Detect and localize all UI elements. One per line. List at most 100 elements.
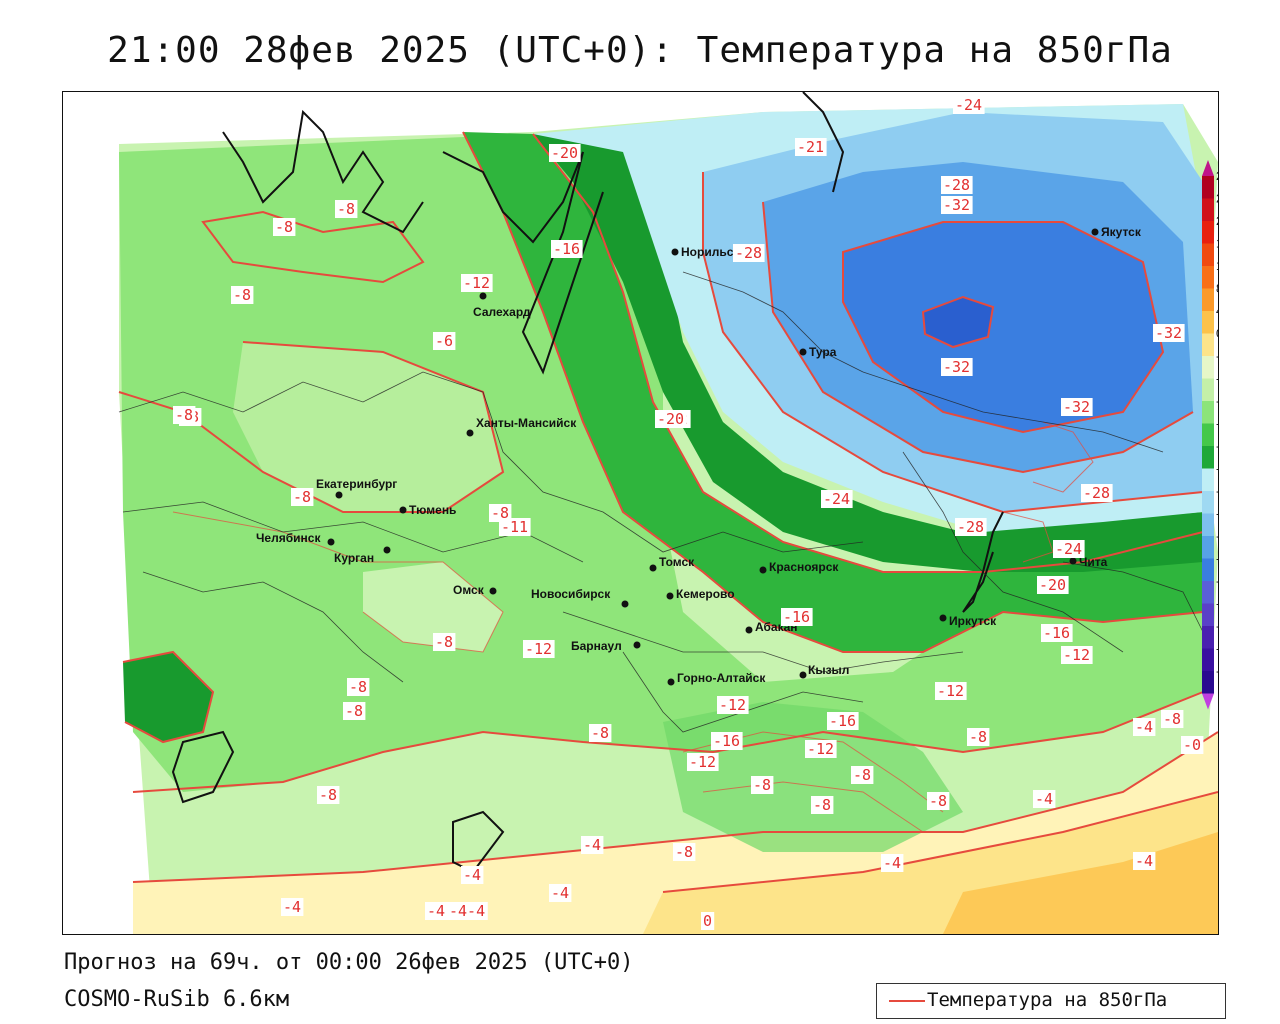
city-marker-kyzyl <box>799 671 807 679</box>
isotherm-label-bg <box>231 286 254 304</box>
isotherm-label: -8 <box>319 786 337 804</box>
model-name: COSMO-RuSib 6.6км <box>64 987 290 1012</box>
city-marker-norilsk <box>671 248 679 256</box>
isotherm-label-bg <box>1037 576 1069 594</box>
city-label-khanty-mansiysk: Ханты-Мансийск <box>476 416 577 430</box>
isotherm-label: -4 <box>1135 852 1153 870</box>
isotherm-label: -4 <box>583 836 601 854</box>
isotherm-label: -4 <box>1135 718 1153 736</box>
isotherm-label: -16 <box>553 240 580 258</box>
city-marker-tura <box>799 348 807 356</box>
isotherm-label-bg <box>941 176 973 194</box>
isotherm-label: -4 <box>463 866 481 884</box>
isotherm-label: -8 <box>435 633 453 651</box>
city-label-kurgan: Курган <box>334 551 374 565</box>
colorbar-swatch <box>1202 176 1214 199</box>
colorbar-swatch <box>1202 198 1214 221</box>
isotherm-label-bg <box>523 640 555 658</box>
isotherm-label-bg <box>673 843 696 861</box>
isotherm-label-bg <box>1033 790 1056 808</box>
isotherm-label: -8 <box>929 792 947 810</box>
isotherm-label: -4 <box>551 884 569 902</box>
isotherm-label-bg <box>343 702 366 720</box>
colorbar-swatch <box>1202 311 1214 334</box>
colorbar-tick-label: 0 <box>1216 327 1218 341</box>
isotherm-label: -24 <box>823 490 850 508</box>
map-frame: Норильск Якутск Салехард Тура Ханты-Манс… <box>62 91 1219 935</box>
colorbar-tick-label: -36 <box>1216 529 1218 543</box>
isotherm-label-bg <box>1133 852 1156 870</box>
isotherm-label: -8 <box>491 504 509 522</box>
isotherm-label: -32 <box>1155 324 1182 342</box>
legend-line-swatch <box>889 1000 925 1002</box>
isotherm-label-bg <box>655 410 687 428</box>
colorbar-tick-label: 12 <box>1216 259 1218 273</box>
isotherm-label-bg <box>499 518 531 536</box>
colorbar-tick-label: 4 <box>1216 304 1218 318</box>
isotherm-label-bg <box>461 274 493 292</box>
city-label-gorno-altaysk: Горно-Алтайск <box>677 671 766 685</box>
city-marker-krasnoyarsk <box>759 566 767 574</box>
isotherm-label: -4-4 <box>449 902 485 920</box>
isotherm-label-bg <box>433 332 456 350</box>
colorbar-swatch <box>1202 536 1214 559</box>
isotherm-label-bg <box>701 912 715 930</box>
colorbar-swatch <box>1202 648 1214 671</box>
city-marker-yekaterinburg <box>335 491 343 499</box>
isotherm-label-bg <box>1053 540 1085 558</box>
isotherm-label: -16 <box>829 712 856 730</box>
isotherm-label: -24 <box>1055 540 1082 558</box>
forecast-info: Прогноз на 69ч. от 00:00 26фев 2025 (UTC… <box>64 950 634 975</box>
city-label-novosibirsk: Новосибирск <box>531 587 611 601</box>
isotherm-label-bg <box>967 728 990 746</box>
isotherm-label: -8 <box>175 406 193 424</box>
isotherm-label: -8 <box>1163 710 1181 728</box>
isotherm-label: -8 <box>853 766 871 784</box>
isotherm-label-bg <box>955 518 987 536</box>
isotherm-label-bg <box>425 902 448 920</box>
isotherm-label: -8 <box>293 488 311 506</box>
isotherm-label-bg <box>291 488 314 506</box>
colorbar-tick-label: 20 <box>1216 214 1218 228</box>
colorbar-swatch <box>1202 333 1214 356</box>
isotherm-label: -8 <box>675 843 693 861</box>
isotherm-label-bg <box>935 682 967 700</box>
city-marker-yakutsk <box>1091 228 1099 236</box>
isotherm-label-bg <box>335 200 358 218</box>
colorbar-tick-label: -60 <box>1216 664 1218 678</box>
city-marker-gorno-altaysk <box>667 678 675 686</box>
isotherm-label: 0 <box>703 912 712 930</box>
city-label-yakutsk: Якутск <box>1101 225 1142 239</box>
isotherm-label: -16 <box>713 732 740 750</box>
temperature-map: Норильск Якутск Салехард Тура Ханты-Манс… <box>63 92 1218 934</box>
isotherm-label-bg <box>881 854 904 872</box>
colorbar-tick-label: -28 <box>1216 484 1218 498</box>
colorbar-tick-label: -4 <box>1216 349 1218 363</box>
colorbar-tick-label: 24 <box>1216 192 1218 206</box>
city-label-omsk: Омск <box>453 583 485 597</box>
isotherm-label: -32 <box>943 196 970 214</box>
isotherm-label: -4 <box>427 902 445 920</box>
colorbar-swatch <box>1202 423 1214 446</box>
colorbar-tick-label: -32 <box>1216 507 1218 521</box>
isotherm-label-bg <box>273 218 296 236</box>
isotherm-label-bg <box>1041 624 1073 642</box>
city-label-salekhard: Салехард <box>473 305 531 319</box>
colorbar-tick-label: -48 <box>1216 597 1218 611</box>
colorbar-swatch <box>1202 288 1214 311</box>
isotherm-label: -24 <box>955 96 982 114</box>
isotherm-label-bg <box>821 490 853 508</box>
colorbar-swatch <box>1202 356 1214 379</box>
isotherm-label-bg <box>687 753 719 771</box>
isotherm-label-bg <box>781 608 813 626</box>
isotherm-label-bg <box>953 96 985 114</box>
isotherm-label: -6 <box>435 332 453 350</box>
colorbar-swatch <box>1202 221 1214 244</box>
isotherm-label: -21 <box>797 138 824 156</box>
isotherm-label: -8 <box>969 728 987 746</box>
city-marker-barnaul <box>633 641 641 649</box>
isotherm-label-bg <box>581 836 604 854</box>
isotherm-label-bg <box>347 678 370 696</box>
colorbar-swatch <box>1202 243 1214 266</box>
colorbar-swatch <box>1202 626 1214 649</box>
